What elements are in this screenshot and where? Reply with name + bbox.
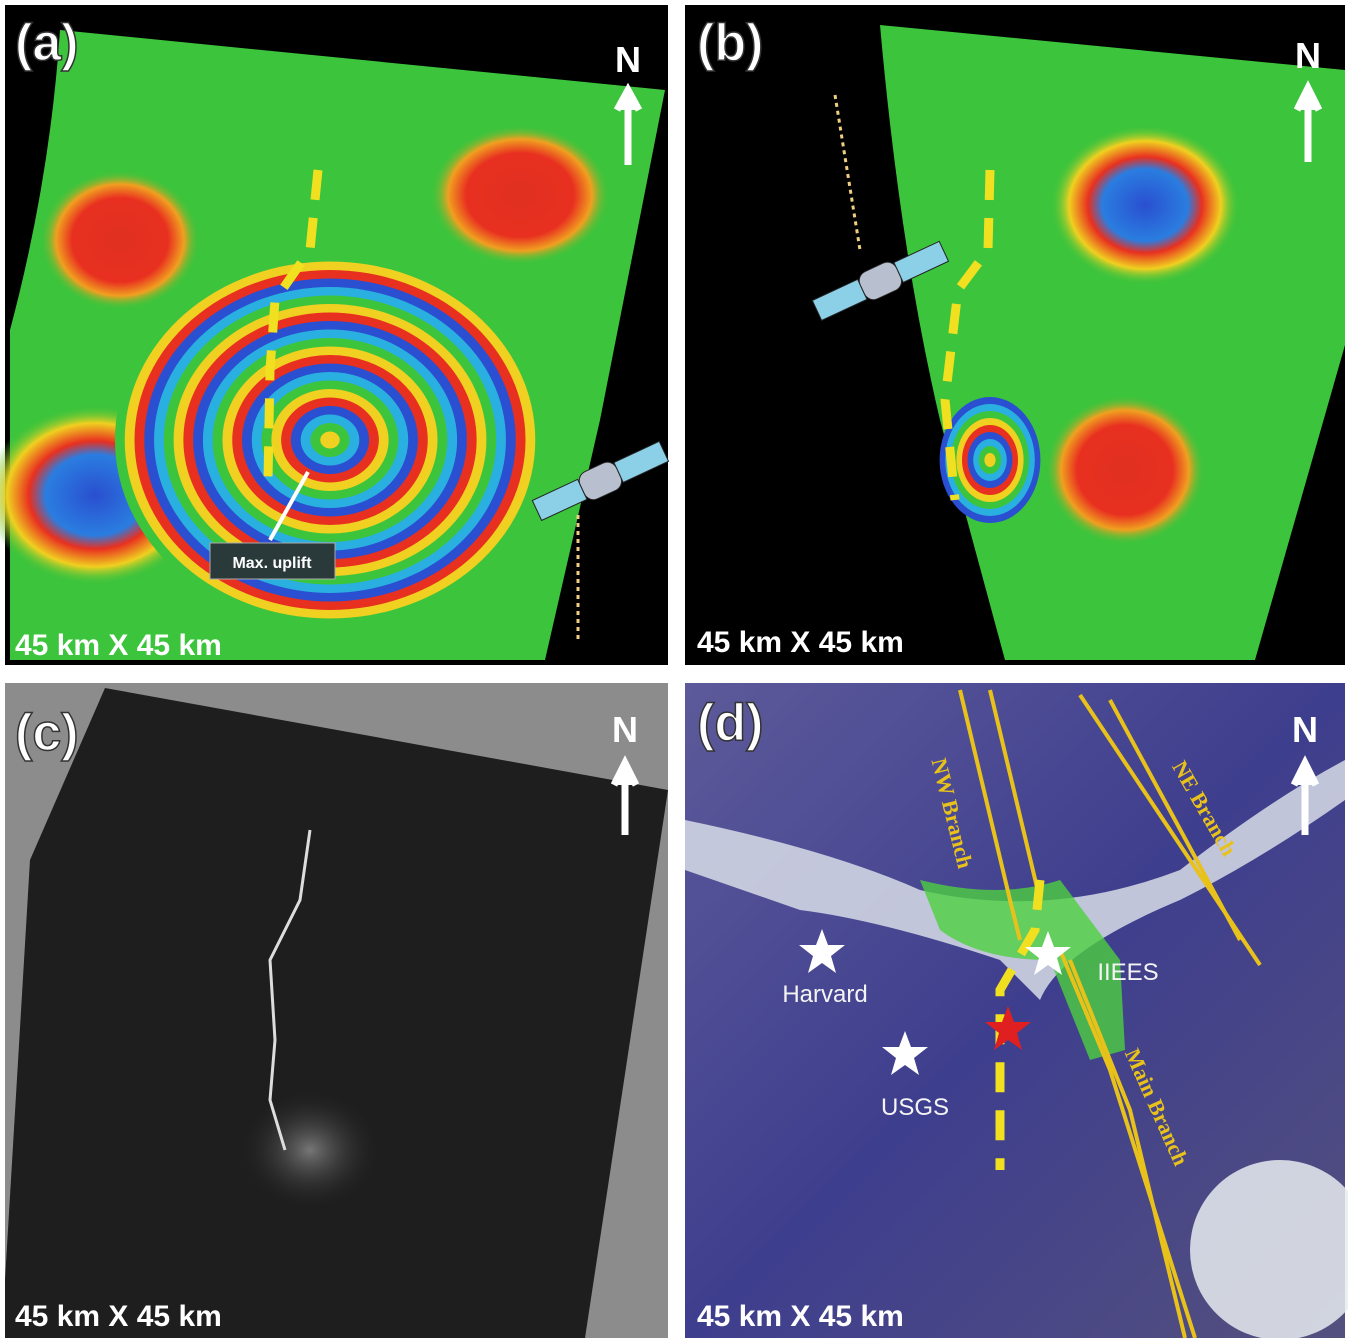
coherence-image	[5, 688, 668, 1338]
north-label: N	[1292, 709, 1318, 750]
star-label: USGS	[881, 1094, 949, 1121]
panel-c: (c) N 45 km X 45 km	[5, 683, 668, 1338]
star-label: IIEES	[1097, 959, 1158, 986]
fringe	[40, 170, 200, 310]
scale-label: 45 km X 45 km	[697, 626, 904, 659]
star-label: Harvard	[782, 981, 867, 1008]
scale-label: 45 km X 45 km	[15, 629, 222, 662]
fringe	[984, 453, 995, 467]
panel-a: Max. uplift (a) N 45 km X 45 km	[0, 5, 670, 665]
north-label: N	[615, 39, 641, 80]
fringe	[430, 125, 610, 265]
north-label: N	[1295, 35, 1321, 76]
panel-label: (c)	[15, 704, 79, 762]
figure: Max. uplift (a) N 45 km X 45 km (b) N 45…	[0, 0, 1348, 1338]
scale-label: 45 km X 45 km	[697, 1300, 904, 1333]
scale-label: 45 km X 45 km	[15, 1300, 222, 1333]
panel-label: (b)	[697, 14, 763, 72]
panel-b: (b) N 45 km X 45 km	[685, 5, 1345, 665]
fringe	[320, 432, 340, 449]
north-label: N	[612, 709, 638, 750]
annotation: Max. uplift	[232, 555, 312, 572]
fringe	[1045, 395, 1205, 545]
panel-label: (a)	[15, 14, 79, 72]
panel-d: Harvard IIEES USGS NW Branch NE Branch M…	[685, 683, 1348, 1338]
fringe	[1050, 125, 1240, 285]
panel-label: (d)	[697, 694, 763, 752]
glow	[240, 1090, 380, 1210]
